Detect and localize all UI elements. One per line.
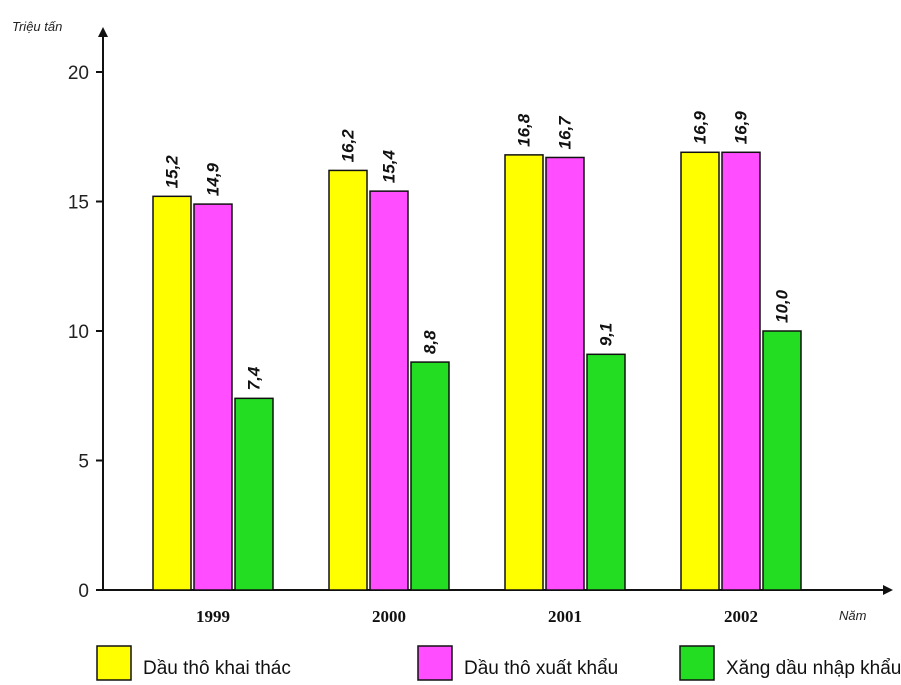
x-tick-label: 1999 xyxy=(196,607,230,626)
bar xyxy=(328,169,368,591)
y-axis-title: Triệu tấn xyxy=(12,19,62,34)
bar-value-label: 16,7 xyxy=(556,115,575,150)
legend-label: Dầu thô khai thác xyxy=(143,658,291,679)
legend-swatch xyxy=(417,645,453,681)
y-tick-label: 10 xyxy=(68,322,89,343)
x-axis-title: Năm xyxy=(839,608,867,623)
legend-swatch xyxy=(96,645,132,681)
bar-value-label: 15,4 xyxy=(380,150,399,184)
bar xyxy=(762,330,802,591)
axes: 0 5 10 15 20 Triệu tấn Năm 1999 2000 2001 2002 xyxy=(12,19,893,626)
bar xyxy=(193,203,233,591)
bar xyxy=(504,154,544,591)
legend-label: Xăng dầu nhập khẩu xyxy=(726,658,901,679)
bars xyxy=(152,151,802,591)
bar-value-label: 7,4 xyxy=(245,366,264,390)
bar-value-label: 10,0 xyxy=(773,289,792,323)
bar xyxy=(680,151,720,591)
x-tick-label: 2001 xyxy=(548,607,582,626)
legend-swatch xyxy=(679,645,715,681)
data-labels: 15,2 14,9 7,4 16,2 15,4 8,8 16,8 16,7 9,1 16,9 16,… xyxy=(163,111,792,391)
bar-value-label: 16,2 xyxy=(339,129,358,163)
bar-value-label: 16,9 xyxy=(691,111,710,145)
legend: Dầu thô khai thác Dầu thô xuất khẩu Xăng d… xyxy=(96,645,901,681)
bar-value-label: 16,8 xyxy=(515,113,534,147)
y-tick-label: 5 xyxy=(78,452,89,473)
bar-value-label: 14,9 xyxy=(204,162,223,196)
bar-value-label: 8,8 xyxy=(421,330,440,354)
bar xyxy=(586,353,626,591)
bar xyxy=(234,397,274,591)
bar-value-label: 16,9 xyxy=(732,111,751,145)
y-tick-label: 0 xyxy=(78,581,89,602)
y-tick-label: 15 xyxy=(68,193,89,214)
y-tick-label: 20 xyxy=(68,63,89,84)
bar xyxy=(545,156,585,591)
bar-value-label: 9,1 xyxy=(597,323,616,347)
bar xyxy=(152,195,192,591)
legend-label: Dầu thô xuất khẩu xyxy=(464,658,618,679)
bar xyxy=(410,361,450,591)
bar xyxy=(721,151,761,591)
bar-value-label: 15,2 xyxy=(163,155,182,189)
bar xyxy=(369,190,409,591)
x-tick-label: 2000 xyxy=(372,607,406,626)
x-tick-label: 2002 xyxy=(724,607,758,626)
